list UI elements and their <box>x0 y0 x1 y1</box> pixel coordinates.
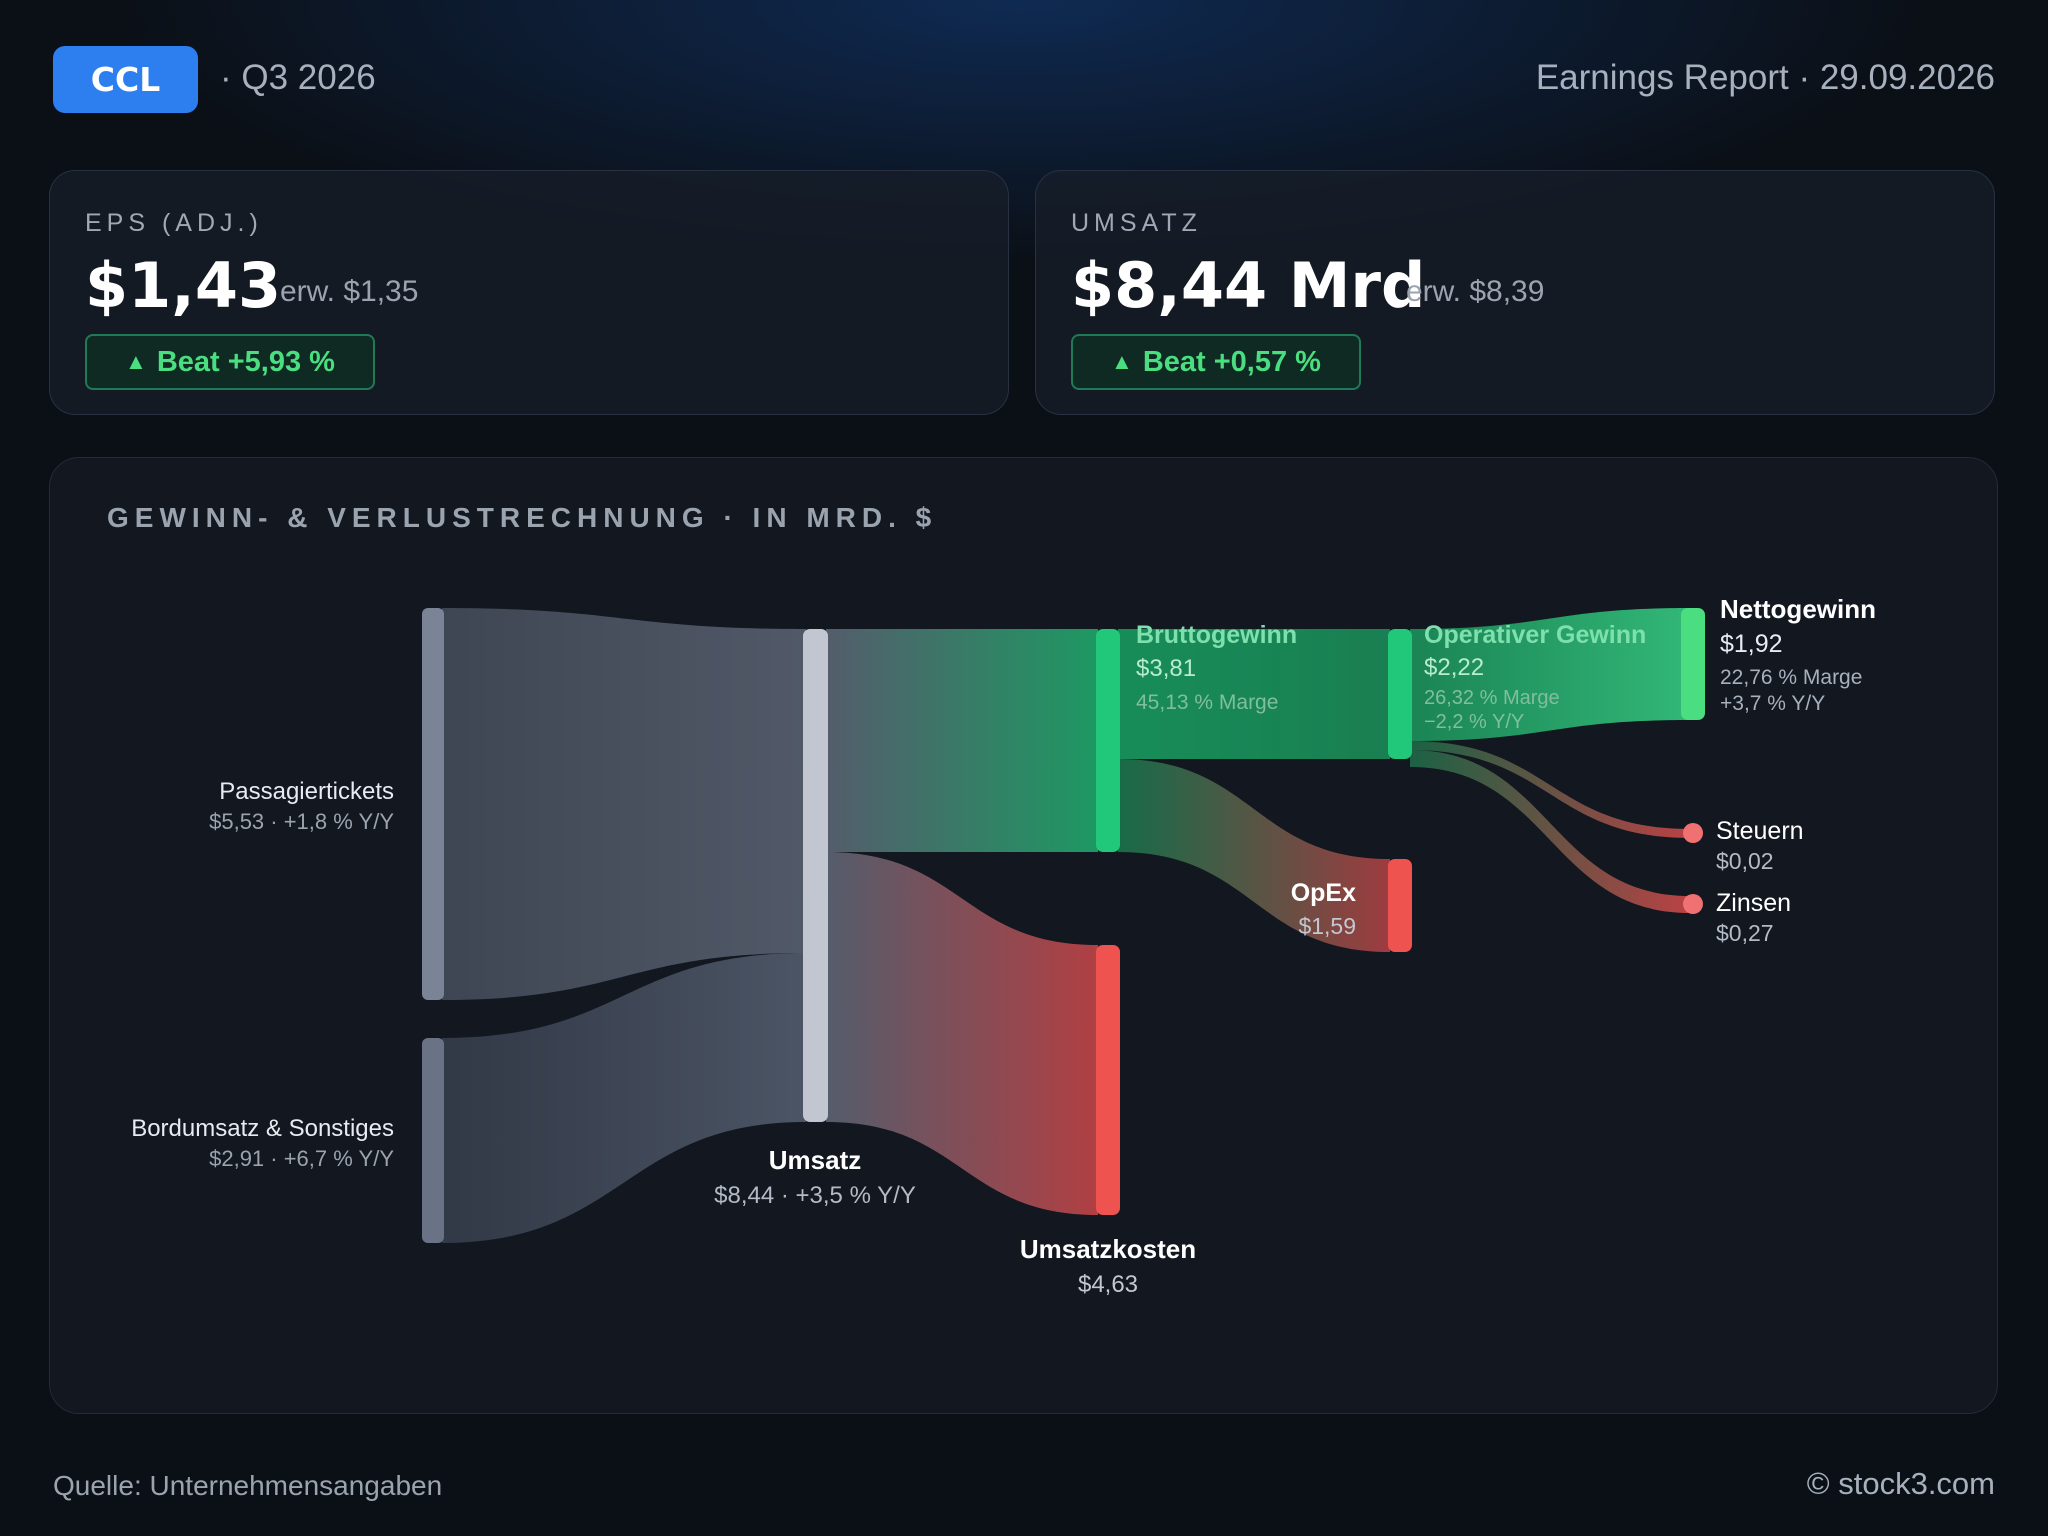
label-steuern: Steuern <box>1716 817 1804 845</box>
link-bruttogewinn-opex <box>1118 759 1390 952</box>
value-zinsen: $0,27 <box>1716 920 1774 946</box>
detail-bordumsatz: $2,91 · +6,7 % Y/Y <box>209 1146 394 1171</box>
label-passagiertickets: Passagiertickets <box>219 778 394 805</box>
eps-beat-text: Beat +5,93 % <box>156 345 335 378</box>
link-umsatz-umsatzkosten <box>826 852 1098 1215</box>
detail-passagiertickets: $5,53 · +1,8 % Y/Y <box>209 809 394 834</box>
label-zinsen: Zinsen <box>1716 889 1791 917</box>
node-opex <box>1388 859 1412 952</box>
node-passagiertickets <box>422 608 444 1000</box>
node-nettogewinn <box>1681 608 1705 720</box>
label-opex: OpEx <box>1291 879 1356 907</box>
revenue-card: UMSATZ $8,44 Mrd erw. $8,39 ▲ Beat +0,57… <box>1035 170 1995 415</box>
eps-label: EPS (ADJ.) <box>85 209 263 237</box>
yoy-operativer: −2,2 % Y/Y <box>1424 711 1524 733</box>
node-bruttogewinn <box>1096 629 1120 852</box>
link-bruttogewinn-operativer <box>1118 629 1390 759</box>
link-umsatz-bruttogewinn <box>826 629 1098 852</box>
label-umsatz: Umsatz <box>769 1145 861 1175</box>
margin-operativer: 26,32 % Marge <box>1424 687 1560 709</box>
up-triangle-icon: ▲ <box>125 349 147 374</box>
label-bordumsatz: Bordumsatz & Sonstiges <box>131 1115 394 1142</box>
eps-beat-badge: ▲ Beat +5,93 % <box>85 334 375 390</box>
node-zinsen <box>1683 894 1703 914</box>
link-passagiertickets-umsatz <box>442 608 806 1000</box>
revenue-beat-badge: ▲ Beat +0,57 % <box>1071 334 1361 390</box>
node-umsatzkosten <box>1096 945 1120 1215</box>
eps-card: EPS (ADJ.) $1,43 erw. $1,35 ▲ Beat +5,93… <box>49 170 1009 415</box>
link-operativer-nettogewinn <box>1410 608 1690 741</box>
revenue-expected: erw. $8,39 <box>1406 275 1545 308</box>
revenue-beat-text: Beat +0,57 % <box>1142 345 1321 378</box>
up-triangle-icon: ▲ <box>1111 349 1133 374</box>
link-operativer-steuern <box>1410 741 1690 838</box>
value-operativer: $2,22 <box>1424 654 1484 681</box>
eps-expected: erw. $1,35 <box>280 275 419 308</box>
revenue-label: UMSATZ <box>1071 209 1202 237</box>
node-umsatz <box>803 629 828 1122</box>
label-bruttogewinn: Bruttogewinn <box>1136 621 1297 649</box>
node-steuern <box>1683 823 1703 843</box>
node-bordumsatz <box>422 1038 444 1243</box>
value-opex: $1,59 <box>1298 913 1356 939</box>
margin-bruttogewinn: 45,13 % Marge <box>1136 691 1278 714</box>
label-umsatzkosten: Umsatzkosten <box>1020 1234 1196 1264</box>
link-bordumsatz-umsatz <box>442 953 806 1243</box>
copyright: © stock3.com <box>1806 1466 1995 1501</box>
label-operativer: Operativer Gewinn <box>1424 621 1646 649</box>
detail-umsatz: $8,44 · +3,5 % Y/Y <box>714 1182 916 1209</box>
value-steuern: $0,02 <box>1716 848 1774 874</box>
ticker-badge: CCL <box>53 46 198 113</box>
margin-nettogewinn: 22,76 % Marge <box>1720 666 1862 689</box>
node-operativer <box>1388 629 1412 759</box>
link-operativer-zinsen <box>1410 750 1690 913</box>
report-date: Earnings Report · 29.09.2026 <box>1535 58 1995 97</box>
source-note: Quelle: Unternehmensangaben <box>53 1470 443 1501</box>
label-nettogewinn: Nettogewinn <box>1720 594 1876 624</box>
eps-value: $1,43 <box>85 249 282 322</box>
quarter-label: · Q3 2026 <box>220 58 376 97</box>
panel-title: GEWINN- & VERLUSTRECHNUNG · IN MRD. $ <box>107 502 938 533</box>
value-bruttogewinn: $3,81 <box>1136 655 1196 682</box>
value-nettogewinn: $1,92 <box>1720 630 1783 658</box>
value-umsatzkosten: $4,63 <box>1078 1271 1138 1298</box>
revenue-value: $8,44 Mrd <box>1071 249 1426 322</box>
yoy-nettogewinn: +3,7 % Y/Y <box>1720 692 1825 715</box>
